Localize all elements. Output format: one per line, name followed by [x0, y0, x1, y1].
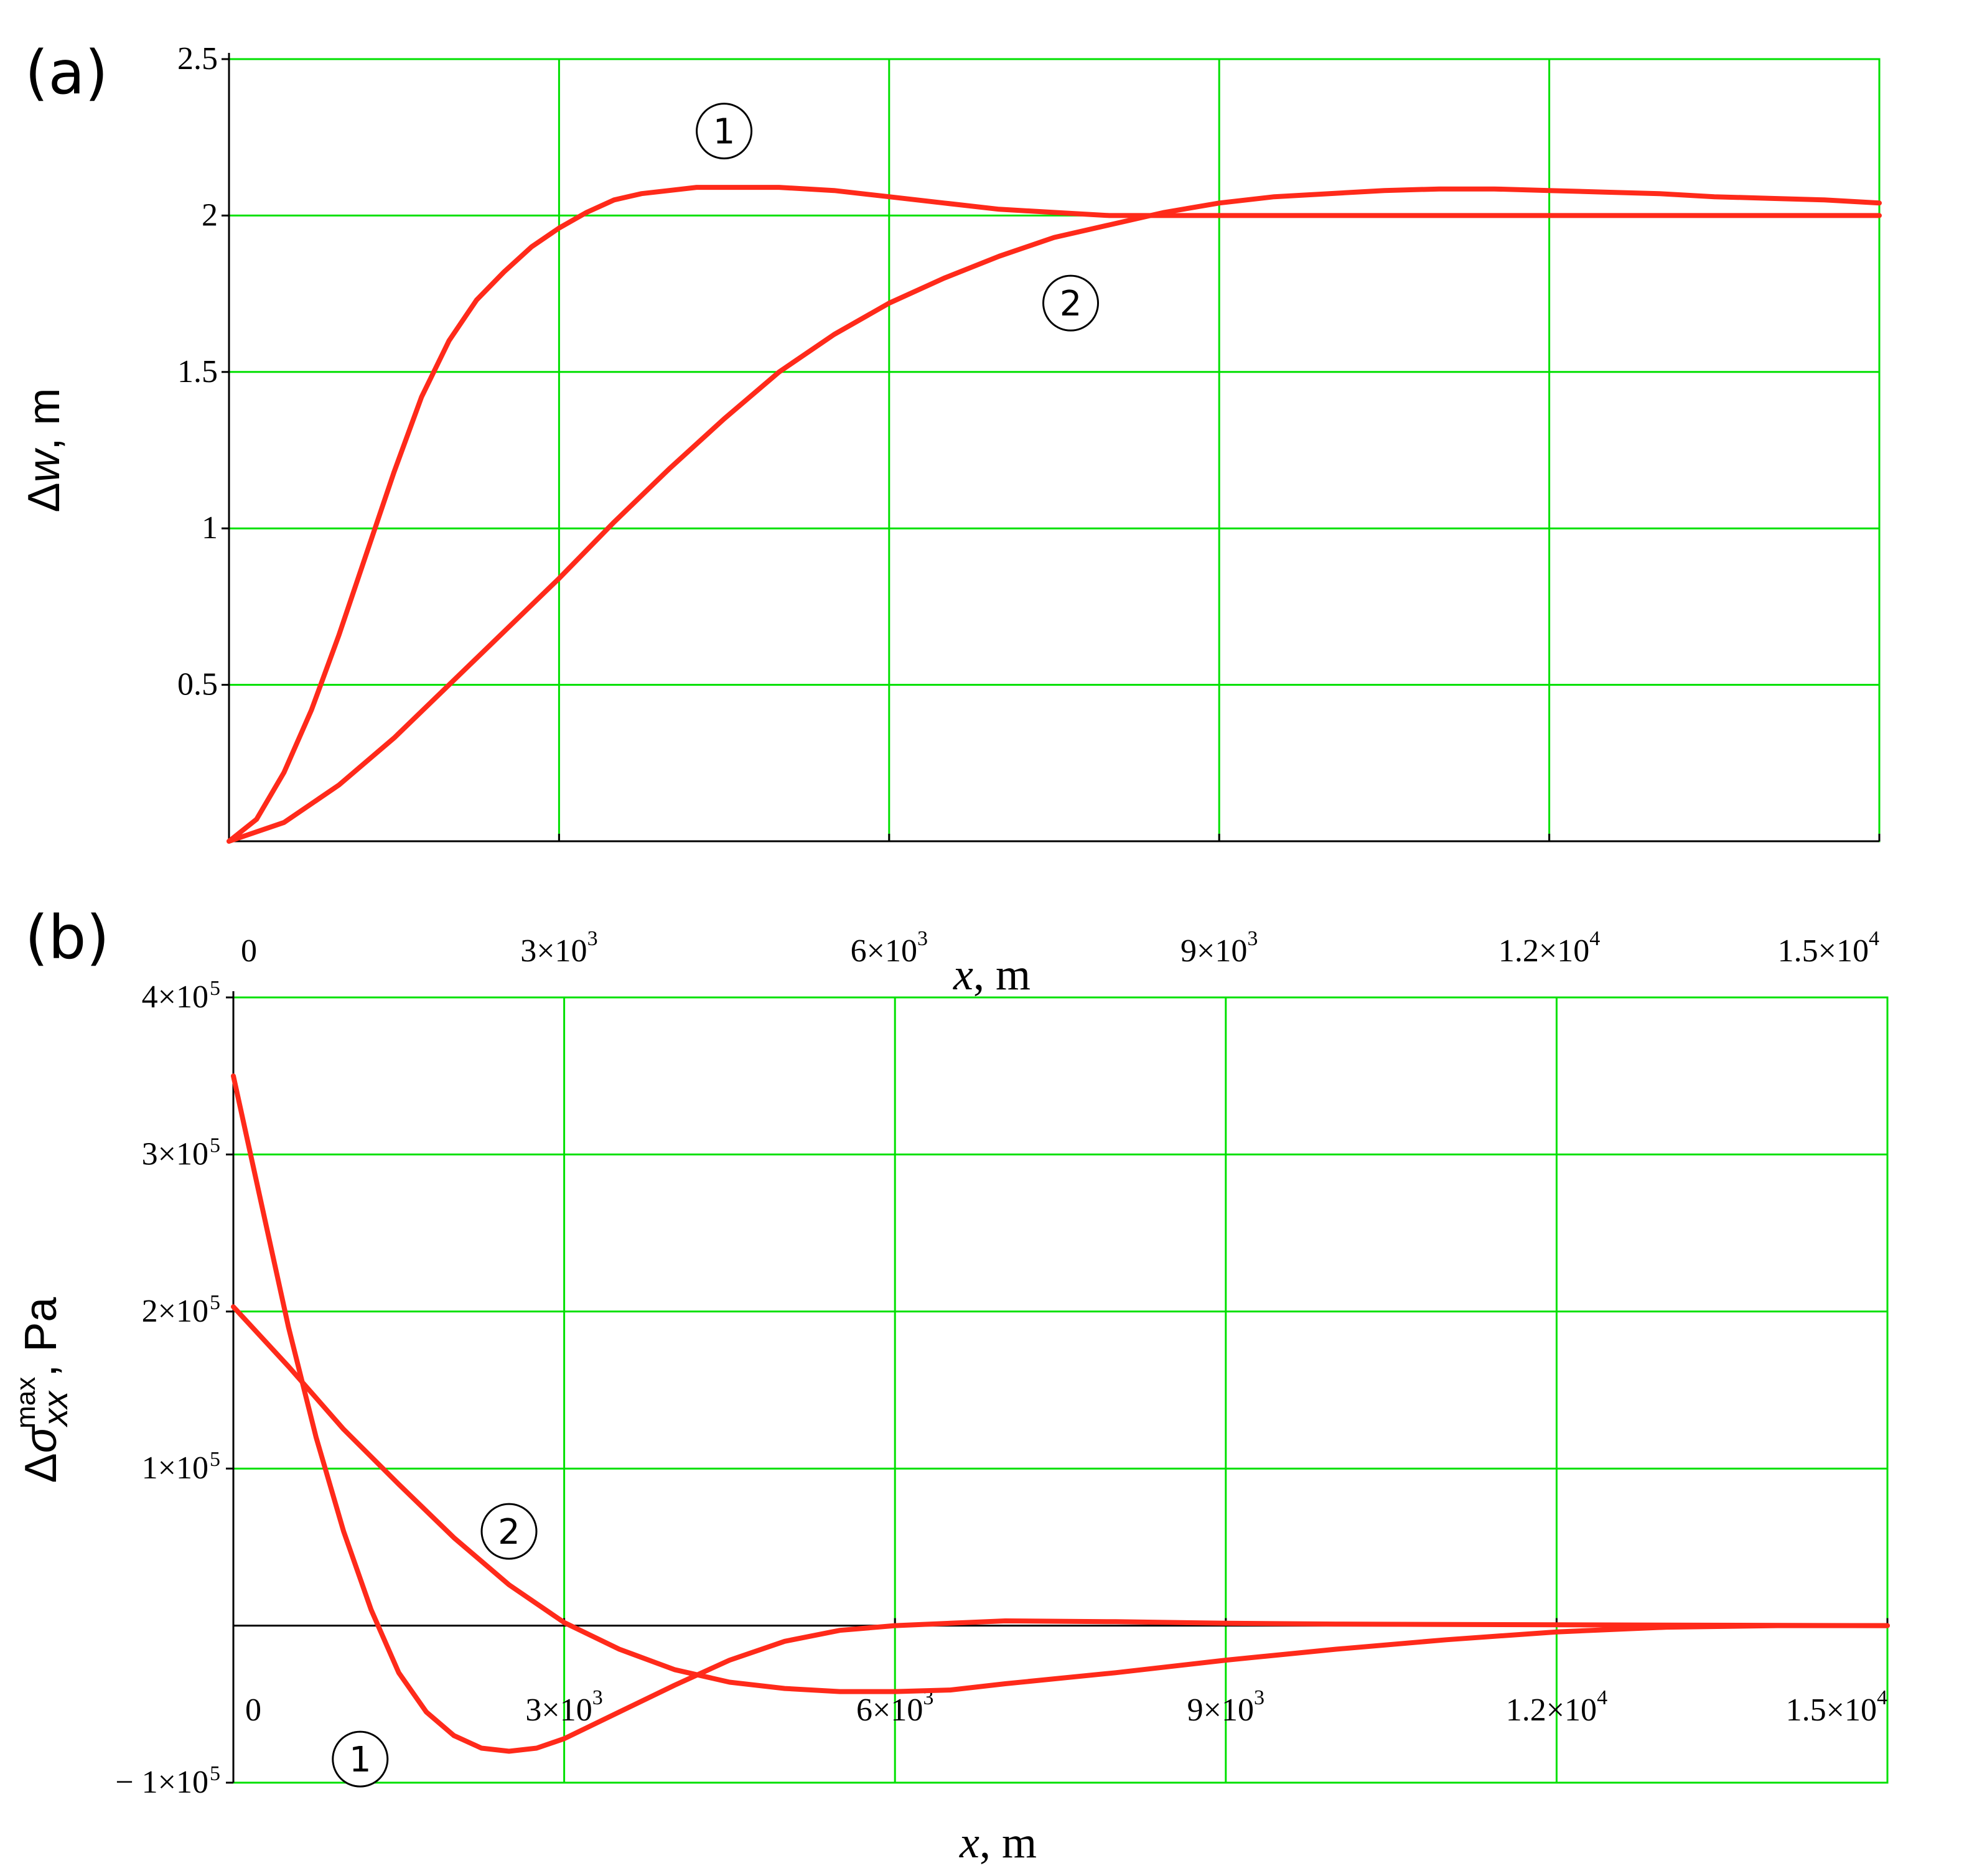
- panel-label: (a): [25, 38, 108, 108]
- y-tick-label: 2: [202, 197, 218, 233]
- y-tick-mantissa: 1×10: [142, 1450, 208, 1486]
- y-tick-exponent: 5: [210, 1134, 220, 1157]
- x-tick-label: 1.2×104: [1506, 1686, 1607, 1728]
- x-tick-mantissa: 3×10: [520, 933, 587, 969]
- series-marker-label: 2: [498, 1512, 520, 1552]
- x-tick-exponent: 3: [1254, 1686, 1264, 1709]
- x-tick-mantissa: 1.2×10: [1498, 933, 1589, 969]
- x-tick-label: 3×103: [520, 927, 597, 969]
- y-tick-label: 4×10: [142, 979, 208, 1015]
- x-tick-mantissa: 0: [245, 1692, 261, 1728]
- series-marker-circle: [1042, 274, 1100, 332]
- x-tick-label: 9×103: [1187, 1686, 1264, 1728]
- x-tick-label: 0: [245, 1692, 261, 1728]
- grid: [232, 996, 1889, 1784]
- x-axis-label-unit: , m: [973, 950, 1031, 999]
- x-tick-mantissa: 1.5×10: [1786, 1692, 1877, 1728]
- x-tick-mantissa: 9×10: [1180, 933, 1247, 969]
- x-tick-exponent: 4: [1877, 1686, 1887, 1709]
- y-tick-label: 1×10: [142, 1450, 208, 1486]
- series-marker-label: 2: [1060, 284, 1082, 324]
- y-axis-label-var: w: [19, 447, 69, 482]
- y-axis-label-delta: Δ: [16, 1453, 66, 1483]
- y-axis-label-delta: Δ: [19, 482, 69, 512]
- y-tick-mantissa: 2×10: [142, 1294, 208, 1329]
- x-tick-label: 1.5×104: [1778, 927, 1879, 969]
- y-tick-label: 1.5: [177, 354, 218, 390]
- x-tick-exponent: 4: [1589, 927, 1600, 950]
- y-tick-label: − 1×10: [115, 1765, 208, 1800]
- x-axis-label-var: x: [953, 950, 973, 999]
- series-1-line: [227, 185, 1882, 844]
- x-tick-label: 3×103: [525, 1686, 602, 1728]
- series-marker-label: 1: [349, 1740, 372, 1780]
- x-axis-label: x, m: [953, 950, 1031, 999]
- x-tick-exponent: 4: [1869, 927, 1879, 950]
- plot-frame: [232, 996, 1889, 1784]
- y-axis-label: Δw, m: [19, 388, 69, 512]
- y-tick-label: 2×10: [142, 1294, 208, 1329]
- x-tick-exponent: 4: [1597, 1686, 1607, 1709]
- series-1-line: [231, 1073, 1890, 1754]
- series-marker-circle: [696, 103, 753, 160]
- x-axis-label-unit: , m: [979, 1818, 1037, 1867]
- y-axis-label: Δσxxmax, Pa: [11, 1297, 75, 1483]
- y-axis-label-var: σ: [16, 1424, 66, 1453]
- y-tick-exponent: 5: [210, 1448, 220, 1471]
- y-tick-mantissa: 3×10: [142, 1136, 208, 1172]
- x-tick-exponent: 3: [587, 927, 598, 950]
- x-tick-mantissa: 1.2×10: [1506, 1692, 1597, 1728]
- panel-a: 0.511.522.50 3×103 6×103 9×103 1.2×104 1.5×10…: [19, 38, 1882, 999]
- x-tick-label: 1.2×104: [1498, 927, 1600, 969]
- y-tick-label: 2.5: [177, 41, 218, 77]
- plot-frame: [228, 58, 1881, 842]
- x-tick-mantissa: 6×10: [856, 1692, 923, 1728]
- x-tick-exponent: 3: [1247, 927, 1258, 950]
- x-tick-label: 6×103: [851, 927, 928, 969]
- y-tick-mantissa: 4×10: [142, 979, 208, 1015]
- x-tick-label: 9×103: [1180, 927, 1258, 969]
- panel-label: (b): [25, 903, 110, 973]
- x-tick-mantissa: 0: [241, 933, 257, 969]
- y-tick-exponent: 5: [210, 1291, 220, 1314]
- x-tick-label: 6×103: [856, 1686, 933, 1728]
- grid: [228, 58, 1881, 842]
- series-2-line: [227, 186, 1882, 844]
- x-tick-mantissa: 1.5×10: [1778, 933, 1869, 969]
- x-tick-mantissa: 3×10: [525, 1692, 592, 1728]
- y-tick-exponent: 5: [210, 977, 220, 1000]
- x-tick-exponent: 3: [592, 1686, 603, 1709]
- y-tick-label: 3×10: [142, 1136, 208, 1172]
- y-tick-label: 1: [202, 510, 218, 546]
- panel-b: − 1×10 51×10 52×10 53×10 54×10 50 3×103 6×103 9×…: [11, 903, 1890, 1867]
- y-tick-label: 0.5: [177, 667, 218, 702]
- x-axis-label: x, m: [959, 1818, 1037, 1867]
- x-axis-label-var: x: [959, 1818, 979, 1867]
- y-axis-label-sub: xx: [35, 1390, 75, 1428]
- x-tick-mantissa: 9×10: [1187, 1692, 1254, 1728]
- series-marker-circle: [480, 1503, 538, 1560]
- y-axis-label-unit: , Pa: [16, 1297, 66, 1377]
- x-tick-label: 1.5×104: [1786, 1686, 1887, 1728]
- x-tick-exponent: 3: [917, 927, 928, 950]
- series-2-line: [231, 1304, 1890, 1694]
- series-marker-circle: [332, 1730, 389, 1788]
- x-tick-label: 0: [241, 933, 257, 969]
- y-axis-label-sup: max: [11, 1377, 41, 1429]
- y-tick-exponent: 5: [210, 1762, 220, 1785]
- y-axis-label-unit: , m: [19, 388, 69, 450]
- y-tick-mantissa: − 1×10: [115, 1765, 208, 1800]
- series-marker-label: 1: [713, 112, 736, 152]
- x-tick-mantissa: 6×10: [851, 933, 917, 969]
